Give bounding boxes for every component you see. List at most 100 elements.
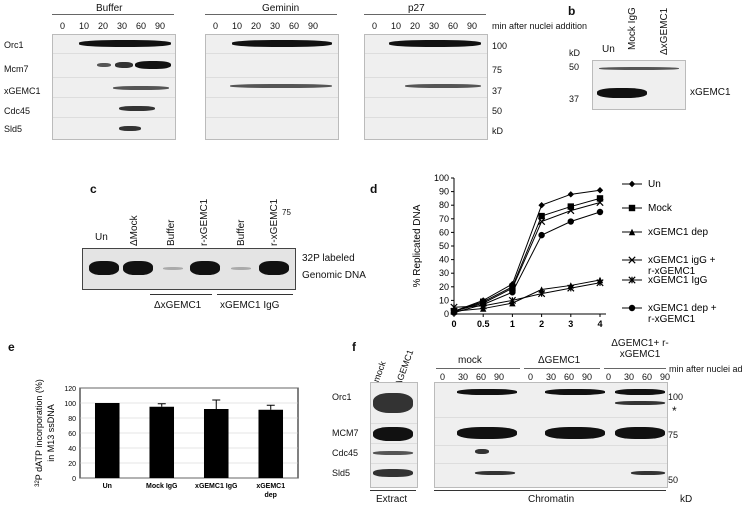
- timepoint-label: 10: [232, 21, 243, 31]
- timepoint-label: 60: [448, 21, 459, 31]
- row-f-cdc45: Cdc45: [332, 448, 359, 458]
- timepoint-label-f: 60: [476, 372, 487, 382]
- row-label-mcm7: Mcm7: [4, 64, 29, 74]
- lane-c-suffix: 75: [282, 208, 291, 217]
- time-label-f: min after nuclei addition: [669, 364, 742, 374]
- y-tick-label: 100: [64, 401, 76, 408]
- data-point: [567, 207, 575, 215]
- kd-unit: kD: [492, 126, 503, 136]
- category-label: xGEMC1 IgG: [195, 483, 238, 490]
- lane-b-mock: Mock IgG: [627, 7, 638, 50]
- label-extract: Extract: [376, 494, 408, 505]
- divider-buffer: [52, 14, 174, 15]
- group-f-mock: mock: [458, 355, 482, 366]
- kd-mark-b-37: 37: [569, 94, 580, 104]
- group-line-2: [217, 294, 293, 295]
- timepoint-label-f: 0: [528, 372, 534, 382]
- series-line: [453, 211, 601, 314]
- timepoint-label: 0: [60, 21, 66, 31]
- x-tick-label: 0: [451, 319, 456, 329]
- blot-f-chromatin: [434, 382, 668, 488]
- group-f-dgemc1: ΔGEMC1: [538, 355, 581, 366]
- timepoint-label: 20: [98, 21, 109, 31]
- group-c-igg: xGEMC1 IgG: [220, 300, 280, 311]
- series-line: [453, 201, 601, 312]
- band-label-b: xGEMC1: [690, 87, 731, 98]
- category-label: Un: [103, 483, 112, 490]
- panel-letter-c: c: [90, 182, 97, 196]
- kd-mark-100: 100: [492, 41, 508, 51]
- x-tick-label: 2: [539, 319, 544, 329]
- data-point: [596, 198, 604, 207]
- data-point: [567, 284, 575, 292]
- data-point: [596, 195, 604, 202]
- lane-c-un: Un: [95, 232, 108, 243]
- data-point: [450, 303, 458, 311]
- data-point: [567, 203, 574, 210]
- data-point: [596, 279, 604, 287]
- timepoint-label: 90: [308, 21, 319, 31]
- y-tick-label: 30: [439, 268, 449, 278]
- y-tick-label: 0: [444, 309, 449, 319]
- data-point: [628, 304, 636, 312]
- y-tick-label: 40: [68, 446, 76, 453]
- data-point: [628, 256, 636, 264]
- y-tick-label: 70: [439, 214, 449, 224]
- data-point: [538, 231, 545, 239]
- gel-label-genomic: Genomic DNA: [302, 270, 366, 281]
- data-point: [596, 187, 604, 194]
- timepoint-label-f: 30: [458, 372, 469, 382]
- star-f: *: [672, 404, 677, 418]
- y-tick-label: 90: [439, 187, 449, 197]
- kd-mark-b-50: 50: [569, 62, 580, 72]
- panel-letter-e: e: [8, 340, 15, 354]
- condition-buffer: Buffer: [96, 3, 123, 14]
- data-point: [567, 191, 574, 198]
- group-c-dx: ΔxGEMC1: [154, 300, 202, 311]
- data-point: [628, 204, 636, 212]
- y-tick-label: 60: [68, 431, 76, 438]
- x-tick-label: 1: [510, 319, 515, 329]
- lane-b-un: Un: [602, 44, 615, 55]
- kd-f-100: 100: [668, 392, 684, 402]
- extract-line: [370, 490, 416, 491]
- condition-geminin: Geminin: [262, 3, 300, 14]
- lane-c-rx2: r-xGEMC1: [269, 198, 280, 246]
- legend-label: xGEMC1 igG + r-xGEMC1: [648, 255, 716, 277]
- y-tick-label: 80: [68, 416, 76, 423]
- blot-b: [592, 60, 686, 110]
- y-tick-label: 0: [72, 476, 76, 483]
- divider-geminin: [205, 14, 337, 15]
- bar: [149, 406, 175, 478]
- group-line-1: [150, 294, 212, 295]
- y-tick-label: 60: [439, 227, 449, 237]
- timepoint-label: 20: [410, 21, 421, 31]
- data-point: [537, 217, 546, 226]
- y-axis-label-2: in M13 ssDNA: [46, 404, 56, 462]
- data-point: [628, 180, 636, 188]
- data-point: [509, 289, 516, 296]
- f-divider-2: [524, 368, 600, 369]
- timepoint-label-f: 0: [440, 372, 446, 382]
- y-tick-label: 20: [439, 282, 449, 292]
- timepoint-label: 60: [136, 21, 147, 31]
- kd-mark-37: 37: [492, 86, 503, 96]
- category-label: xGEMC1 dep: [256, 483, 285, 499]
- lane-b-delta: ΔxGEMC1: [659, 7, 670, 55]
- gel-label-32p: 32P labeled: [302, 253, 355, 264]
- blot-geminin: [205, 34, 339, 140]
- chart-replication: 0 10 20 30 40 50 60 70 80 90 100 0 0.5 1 2 3 4 % Replicat…: [412, 173, 717, 329]
- group-f-rescue: ΔGEMC1+ r-xGEMC1: [611, 338, 669, 360]
- divider-p27: [364, 14, 486, 15]
- data-point: [596, 208, 604, 216]
- chart-dATP: 0 20 40 60 80 100 120 Un Mock IgG xGEMC1 IgG xGEMC…: [34, 379, 299, 499]
- f-divider-3: [604, 368, 666, 369]
- y-tick-label: 100: [434, 173, 449, 183]
- blot-buffer: [52, 34, 176, 140]
- y-tick-label: 80: [439, 200, 449, 210]
- timepoint-label-f: 60: [564, 372, 575, 382]
- extract-lane-mock: mock: [371, 359, 388, 384]
- row-f-mcm7: MCM7: [332, 428, 359, 438]
- f-divider-1: [436, 368, 520, 369]
- data-point: [567, 218, 574, 225]
